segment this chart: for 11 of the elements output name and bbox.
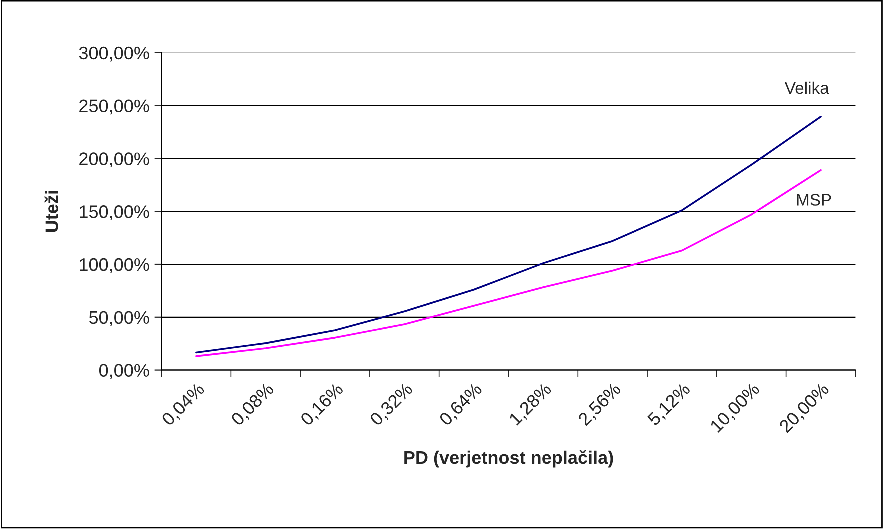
y-tick-label: 200,00%: [80, 152, 150, 168]
x-axis-title: PD (verjetnost neplačila): [404, 450, 614, 468]
series-label: MSP: [797, 194, 832, 206]
y-axis-title: Uteži: [44, 191, 58, 232]
y-tick-label: 0,00%: [99, 364, 150, 380]
y-tick-label: 100,00%: [80, 258, 150, 274]
series-label: Velika: [784, 82, 830, 94]
y-tick-label: 50,00%: [89, 311, 150, 326]
y-tick-label: 150,00%: [80, 206, 150, 220]
y-tick-label: 250,00%: [80, 100, 150, 115]
y-tick-label: 300,00%: [79, 46, 150, 62]
